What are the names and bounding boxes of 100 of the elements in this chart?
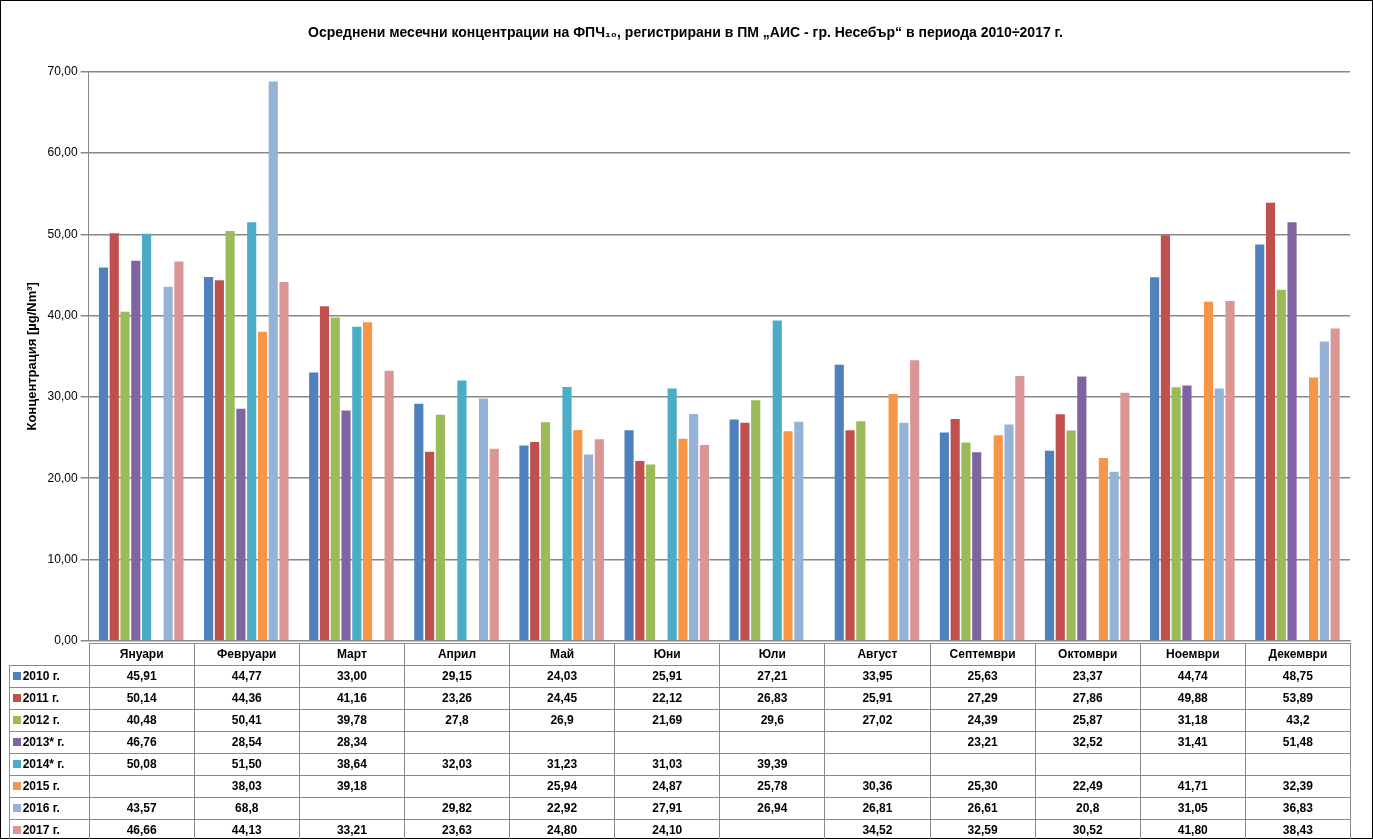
bar bbox=[330, 317, 340, 641]
legend-label: 2011 г. bbox=[9, 687, 90, 710]
data-label: 41,71 bbox=[1140, 775, 1246, 798]
bar bbox=[1276, 289, 1286, 641]
bar bbox=[109, 233, 119, 641]
x-tick-label: Март bbox=[299, 643, 405, 666]
legend-label: 2015 г. bbox=[9, 775, 90, 798]
data-label: 24,87 bbox=[614, 775, 720, 798]
y-tick-label: 10,00 bbox=[47, 551, 78, 566]
data-label: 38,03 bbox=[194, 775, 300, 798]
bar bbox=[678, 438, 688, 641]
bar bbox=[699, 444, 710, 641]
data-label: 46,76 bbox=[89, 731, 195, 754]
data-label: 30,36 bbox=[824, 775, 930, 798]
bar bbox=[1182, 385, 1192, 641]
bar bbox=[562, 386, 572, 641]
bar bbox=[1265, 202, 1276, 641]
bar bbox=[257, 331, 268, 641]
data-label: 46,66 bbox=[89, 819, 195, 839]
data-label: 21,69 bbox=[614, 709, 720, 732]
data-label: 45,91 bbox=[89, 665, 195, 688]
bar bbox=[845, 430, 855, 641]
data-label: 22,92 bbox=[509, 797, 615, 820]
bar bbox=[1309, 377, 1319, 641]
bar bbox=[1171, 387, 1181, 641]
y-tick-label: 30,00 bbox=[47, 389, 78, 404]
bar bbox=[772, 320, 782, 641]
bar bbox=[319, 306, 330, 641]
data-label: 33,21 bbox=[299, 819, 405, 839]
bar bbox=[268, 81, 278, 641]
data-label: 36,83 bbox=[1245, 797, 1351, 820]
data-label: 26,83 bbox=[719, 687, 825, 710]
data-label: 44,13 bbox=[194, 819, 300, 839]
y-tick-label: 50,00 bbox=[47, 226, 78, 241]
data-label: 23,21 bbox=[930, 731, 1036, 754]
data-label: 24,39 bbox=[930, 709, 1036, 732]
data-label: 44,77 bbox=[194, 665, 300, 688]
data-label: 50,14 bbox=[89, 687, 195, 710]
x-tick-label: Януари bbox=[89, 643, 195, 666]
bar bbox=[950, 418, 960, 641]
legend-label: 2013* г. bbox=[9, 731, 90, 754]
bar bbox=[1120, 392, 1130, 641]
data-label: 51,48 bbox=[1245, 731, 1351, 754]
bar bbox=[214, 280, 224, 641]
data-label: 25,63 bbox=[930, 665, 1036, 688]
bar bbox=[489, 448, 499, 641]
data-label: 26,94 bbox=[719, 797, 825, 820]
bar bbox=[519, 445, 529, 641]
x-tick-label: Октомври bbox=[1035, 643, 1141, 666]
data-label: 43,57 bbox=[89, 797, 195, 820]
data-label: 27,29 bbox=[930, 687, 1036, 710]
bar bbox=[1055, 414, 1065, 641]
data-label: 31,23 bbox=[509, 753, 615, 776]
data-label: 24,03 bbox=[509, 665, 615, 688]
bar bbox=[478, 398, 489, 641]
bar bbox=[384, 370, 394, 641]
data-label: 33,00 bbox=[299, 665, 405, 688]
bar bbox=[1150, 277, 1160, 641]
bar bbox=[624, 430, 634, 641]
data-label: 39,39 bbox=[719, 753, 825, 776]
y-tick-label: 70,00 bbox=[47, 64, 78, 79]
data-label: 31,05 bbox=[1140, 797, 1246, 820]
bar bbox=[689, 413, 699, 641]
bar bbox=[856, 421, 866, 641]
data-label: 23,63 bbox=[404, 819, 510, 839]
data-label: 32,39 bbox=[1245, 775, 1351, 798]
bar bbox=[141, 233, 152, 641]
data-label: 28,34 bbox=[299, 731, 405, 754]
data-label: 32,59 bbox=[930, 819, 1036, 839]
data-label: 40,48 bbox=[89, 709, 195, 732]
bar bbox=[1330, 328, 1340, 641]
bar bbox=[740, 422, 750, 641]
bar bbox=[225, 231, 235, 641]
bar bbox=[1066, 430, 1076, 641]
bar bbox=[961, 442, 971, 641]
bar bbox=[573, 429, 583, 641]
data-label: 29,82 bbox=[404, 797, 510, 820]
bar bbox=[120, 311, 130, 641]
data-label: 32,52 bbox=[1035, 731, 1141, 754]
x-tick-label: Април bbox=[404, 643, 510, 666]
legend-label: 2016 г. bbox=[9, 797, 90, 820]
data-label: 39,78 bbox=[299, 709, 405, 732]
bar bbox=[530, 442, 540, 641]
bar bbox=[1319, 341, 1329, 641]
bar bbox=[247, 222, 257, 641]
data-label: 38,64 bbox=[299, 753, 405, 776]
bar bbox=[457, 380, 467, 641]
bar bbox=[729, 419, 739, 641]
data-label: 27,8 bbox=[404, 709, 510, 732]
data-label: 51,50 bbox=[194, 753, 300, 776]
data-label: 25,87 bbox=[1035, 709, 1141, 732]
bar bbox=[236, 408, 246, 641]
x-tick-label: Ноември bbox=[1140, 643, 1246, 666]
legend-label: 2012 г. bbox=[9, 709, 90, 732]
data-label: 31,18 bbox=[1140, 709, 1246, 732]
bar bbox=[1109, 471, 1119, 641]
data-label: 68,8 bbox=[194, 797, 300, 820]
bar bbox=[352, 326, 362, 641]
legend-label: 2010 г. bbox=[9, 665, 90, 688]
data-label: 28,54 bbox=[194, 731, 300, 754]
